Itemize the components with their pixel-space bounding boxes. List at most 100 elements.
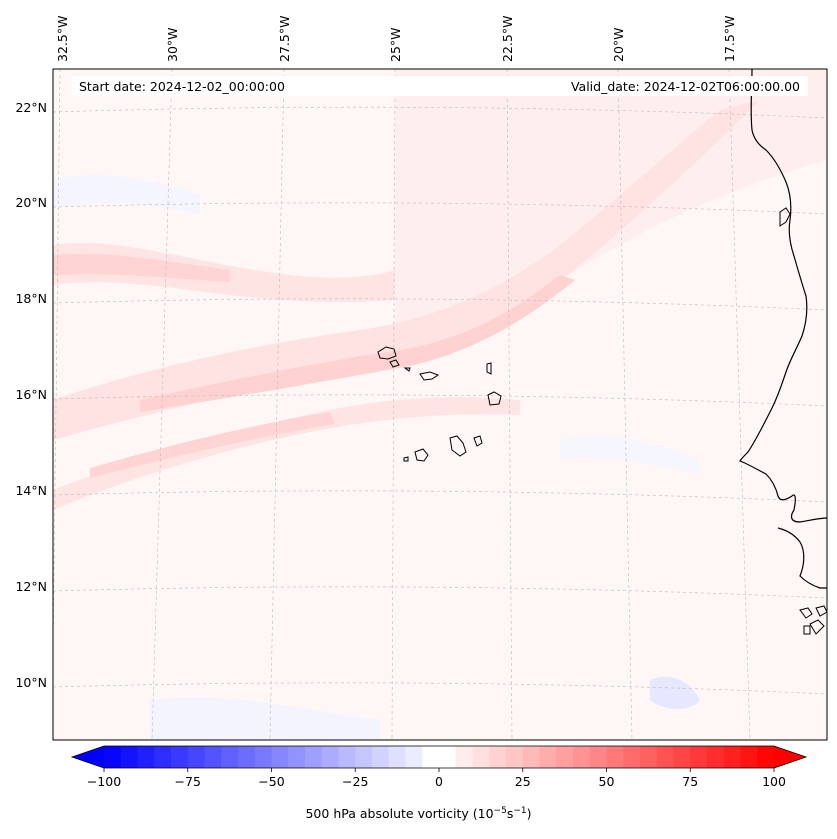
colorbar-tick-label: 25 [515,774,531,789]
colorbar-segment [254,746,272,768]
colorbar-segment [723,746,741,768]
bijagos-island [803,625,811,635]
colorbar-segment [640,746,658,768]
colorbar-label-exponent: −5 [493,806,507,816]
gridline-lat [53,106,827,119]
lat-label-20n: 20°N [15,195,47,210]
lat-label-22n: 22°N [15,100,47,115]
island-maio [473,435,483,447]
island-sal [486,362,492,375]
colorbar-segment [439,746,457,768]
colorbar-segment [573,746,591,768]
colorbar-tick-label: 0 [435,774,443,789]
colorbar-min-arrow-icon [72,746,104,768]
lat-label-14n: 14°N [15,483,47,498]
vorticity-band-south-core [90,412,335,478]
lon-label-22-5w: 22.5°W [500,16,515,62]
colorbar-tick-label: 100 [762,774,786,789]
colorbar-segment [757,746,775,768]
colorbar-label: 500 hPa absolute vorticity (10−5s−1) [0,806,837,821]
gridline-lon [506,69,513,740]
coast-inlet [779,207,791,227]
africa-coastline [739,69,827,523]
island-brava [403,456,409,462]
lon-label-32-5w: 32.5°W [55,16,70,62]
gridline-lat [53,586,827,599]
colorbar-segment [271,746,289,768]
colorbar-segment [656,746,674,768]
colorbar-segment [556,746,574,768]
colorbar-tick-label: 75 [682,774,698,789]
colorbar-ticks: −100 −75 −50 −25 0 25 50 75 100 [87,768,786,789]
colorbar-label-main: 500 hPa absolute vorticity (10 [305,806,494,822]
gridline-lat [53,394,827,407]
colorbar-max-arrow-icon [774,746,806,768]
vorticity-band-diagonal [53,100,760,440]
gridline-lon [728,69,751,740]
colorbar-label-close: ) [526,806,532,822]
colorbar-segment [489,746,507,768]
header-strip [72,76,808,96]
colorbar-segment [187,746,205,768]
colorbar-segment [690,746,708,768]
colorbar-segment [539,746,557,768]
colorbar-tick-label: −100 [87,774,121,789]
colorbar-segment [104,746,122,768]
lon-label-25w: 25°W [388,27,403,62]
colorbar-segment [137,746,155,768]
lon-label-20w: 20°W [611,27,626,62]
lon-label-30w: 30°W [165,27,180,62]
colorbar-segment [673,746,691,768]
lon-label-27-5w: 27.5°W [277,16,292,62]
colorbar-segments [104,746,775,768]
colorbar-segment [422,746,440,768]
map-frame [52,68,828,741]
colorbar-segment [472,746,490,768]
vorticity-field [53,69,827,740]
colorbar-label-unit: s [506,806,514,822]
colorbar-segment [740,746,758,768]
gridline-lon [391,69,396,740]
bijagos-island [799,607,813,619]
colorbar-segment [321,746,339,768]
faint-negative-patch [560,436,700,475]
lon-label-17-5w: 17.5°W [722,16,737,62]
cape-verde-islands [377,346,502,462]
island-santiago [449,435,467,457]
faint-negative-patch [650,676,700,709]
colorbar-tick-label: −50 [258,774,284,789]
lat-label-10n: 10°N [15,675,47,690]
colorbar-tick-label: 50 [599,774,615,789]
gridline-lon [151,69,173,740]
colorbar-segment [171,746,189,768]
colorbar-segment [372,746,390,768]
colorbar-segment [305,746,323,768]
lat-label-12n: 12°N [15,579,47,594]
colorbar-segment [288,746,306,768]
colorbar-tick-label: −75 [175,774,201,789]
island-sao-vicente [389,359,400,368]
colorbar-tick-label: −25 [342,774,368,789]
faint-negative-patch [53,175,200,215]
island-santa-luzia [403,367,411,372]
colorbar-segment [221,746,239,768]
island-sao-nicolau [419,371,440,381]
colorbar-segment [707,746,725,768]
gridline-lat [53,682,827,695]
bijagos-island [809,619,825,635]
colorbar-segment [522,746,540,768]
gridline-lat [53,490,827,503]
gridline-lat [53,298,827,311]
colorbar-segment [120,746,138,768]
colorbar-segment [455,746,473,768]
island-santo-antao [377,346,397,360]
colorbar-segment [623,746,641,768]
colorbar: −100 −75 −50 −25 0 25 50 75 100 [70,745,808,789]
lat-label-18n: 18°N [15,291,47,306]
island-fogo [414,448,429,462]
vorticity-band-diagonal-core [140,275,575,412]
faint-negative-patch [150,697,380,740]
longitude-labels: 32.5°W 30°W 27.5°W 25°W 22.5°W 20°W 17.5… [55,16,737,62]
guinea-bissau-coastline [777,527,827,589]
